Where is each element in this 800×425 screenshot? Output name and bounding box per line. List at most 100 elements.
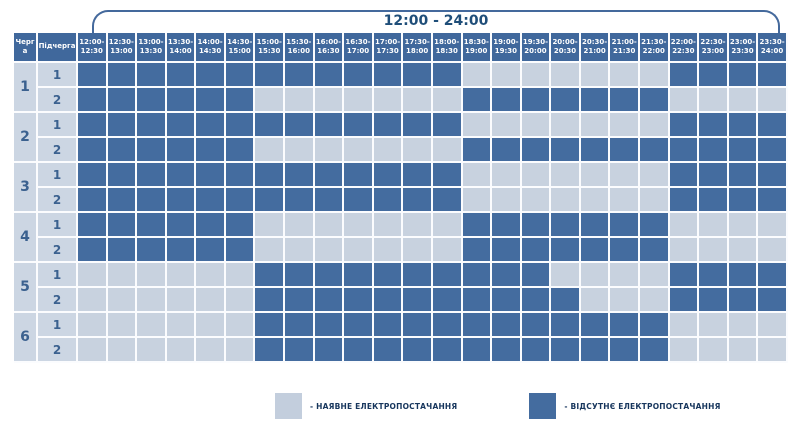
outage-cell (462, 338, 493, 363)
power-available-cell (492, 63, 522, 88)
outage-cell (285, 313, 315, 338)
outage-cell (610, 238, 640, 263)
outage-cell (196, 163, 226, 188)
outage-cell (669, 263, 700, 288)
subqueue-label-cell: 2 (38, 288, 78, 313)
outage-cell (580, 313, 611, 338)
outage-cell (314, 63, 345, 88)
outage-cell (344, 338, 374, 363)
queue-label-cell: 3 (14, 163, 38, 213)
outage-cell (314, 313, 345, 338)
time-slot-header: 12:00- 12:30 (78, 33, 108, 63)
power-available-cell (551, 263, 581, 288)
power-available-cell (462, 113, 493, 138)
power-available-cell (432, 213, 463, 238)
power-available-cell (728, 238, 759, 263)
queue-label-cell: 6 (14, 313, 38, 363)
power-available-cell (137, 263, 167, 288)
time-slot-header: 16:00- 16:30 (314, 33, 345, 63)
outage-cell (432, 263, 463, 288)
subqueue-label-cell: 1 (38, 113, 78, 138)
outage-cell (758, 263, 788, 288)
outage-cell (610, 338, 640, 363)
power-available-cell (699, 313, 729, 338)
outage-cell (758, 188, 788, 213)
outage-cell (285, 338, 315, 363)
time-range-bracket (92, 10, 780, 34)
time-slot-header: 17:30- 18:00 (403, 33, 433, 63)
outage-cell (580, 138, 611, 163)
power-available-cell (78, 288, 108, 313)
power-available-cell (669, 313, 700, 338)
power-available-cell (285, 88, 315, 113)
outage-cell (403, 113, 433, 138)
legend: - НАЯВНЕ ЕЛЕКТРОПОСТАЧАННЯ - ВІДСУТНЄ ЕЛ… (275, 393, 721, 419)
outage-cell (669, 163, 700, 188)
power-available-cell (107, 313, 138, 338)
power-available-cell (255, 88, 286, 113)
outage-cell (669, 63, 700, 88)
power-available-cell (225, 288, 256, 313)
outage-cell (521, 313, 552, 338)
outage-cell (432, 163, 463, 188)
outage-cell (432, 188, 463, 213)
outage-cell (137, 163, 167, 188)
outage-cell (255, 113, 286, 138)
power-available-cell (432, 238, 463, 263)
subqueue-label-cell: 2 (38, 88, 78, 113)
outage-cell (107, 138, 138, 163)
outage-cell (137, 238, 167, 263)
time-slot-header: 22:00- 22:30 (669, 33, 700, 63)
outage-cell (166, 163, 197, 188)
power-available-cell (344, 138, 374, 163)
outage-cell (225, 238, 256, 263)
outage-cell (758, 63, 788, 88)
outage-cell (462, 288, 493, 313)
outage-cell (669, 113, 700, 138)
outage-cell (78, 238, 108, 263)
outage-cell (521, 338, 552, 363)
power-available-cell (225, 263, 256, 288)
outage-cell (610, 88, 640, 113)
outage-cell (639, 88, 670, 113)
outage-cell (492, 288, 522, 313)
outage-cell (285, 263, 315, 288)
power-available-cell (639, 288, 670, 313)
subqueue-label-cell: 2 (38, 338, 78, 363)
power-available-cell (285, 138, 315, 163)
outage-cell (551, 213, 581, 238)
power-available-cell (373, 238, 404, 263)
outage-cell (255, 288, 286, 313)
outage-cell (225, 163, 256, 188)
schedule-table: Черга Підчерга 12:00- 12:30 12:30- 13:00 13:… (14, 33, 788, 363)
outage-cell (432, 113, 463, 138)
power-available-cell (551, 188, 581, 213)
outage-cell (78, 188, 108, 213)
outage-cell (373, 263, 404, 288)
power-available-cell (344, 213, 374, 238)
power-available-cell (551, 113, 581, 138)
outage-cell (699, 263, 729, 288)
outage-cell (492, 338, 522, 363)
power-available-cell (580, 113, 611, 138)
power-available-cell (699, 213, 729, 238)
power-available-cell (639, 63, 670, 88)
subqueue-label-cell: 2 (38, 188, 78, 213)
time-slot-header: 17:00- 17:30 (373, 33, 404, 63)
outage-cell (669, 188, 700, 213)
outage-cell (521, 88, 552, 113)
power-available-cell (580, 188, 611, 213)
outage-cell (196, 63, 226, 88)
available-label: - НАЯВНЕ ЕЛЕКТРОПОСТАЧАННЯ (310, 401, 458, 411)
power-available-cell (255, 138, 286, 163)
power-available-cell (78, 313, 108, 338)
outage-cell (728, 263, 759, 288)
outage-cell (728, 188, 759, 213)
power-available-cell (432, 88, 463, 113)
queue-label-cell: 1 (14, 63, 38, 113)
outage-cell (699, 288, 729, 313)
time-slot-header: 16:30- 17:00 (344, 33, 374, 63)
time-slot-header: 13:30- 14:00 (166, 33, 197, 63)
queue-header-cell: Черга (14, 33, 38, 63)
